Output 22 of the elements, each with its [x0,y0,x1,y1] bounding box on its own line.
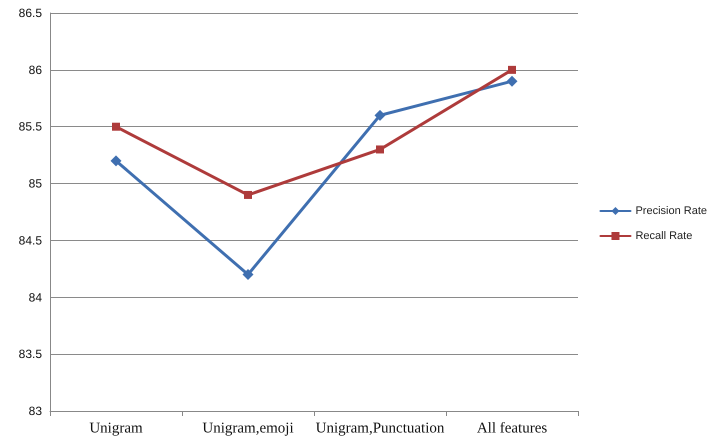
point [242,269,254,280]
x-tick-label: Unigram [89,420,143,436]
point [508,66,516,74]
point [110,155,122,166]
x-tick-label: All features [476,420,548,436]
y-tick-label: 83.5 [18,347,42,362]
point [374,110,386,121]
x-tick-label: Unigram,Punctuation [316,420,445,436]
y-tick-label: 84 [28,290,42,304]
point [506,76,518,87]
y-tick-label: 85 [28,176,42,191]
x-tick-label: Unigram,emoji [202,420,294,436]
y-tick-label: 86.5 [18,6,42,20]
y-tick-label: 85.5 [18,120,42,134]
point [244,190,252,199]
y-tick-label: 83 [28,404,42,418]
legend-label: Recall Rate [635,230,692,242]
legend-label: Precision Rate [635,205,708,217]
y-tick-label: 86 [28,62,42,77]
y-tick-label: 84.5 [18,233,42,248]
point [112,122,120,131]
point [376,145,384,154]
